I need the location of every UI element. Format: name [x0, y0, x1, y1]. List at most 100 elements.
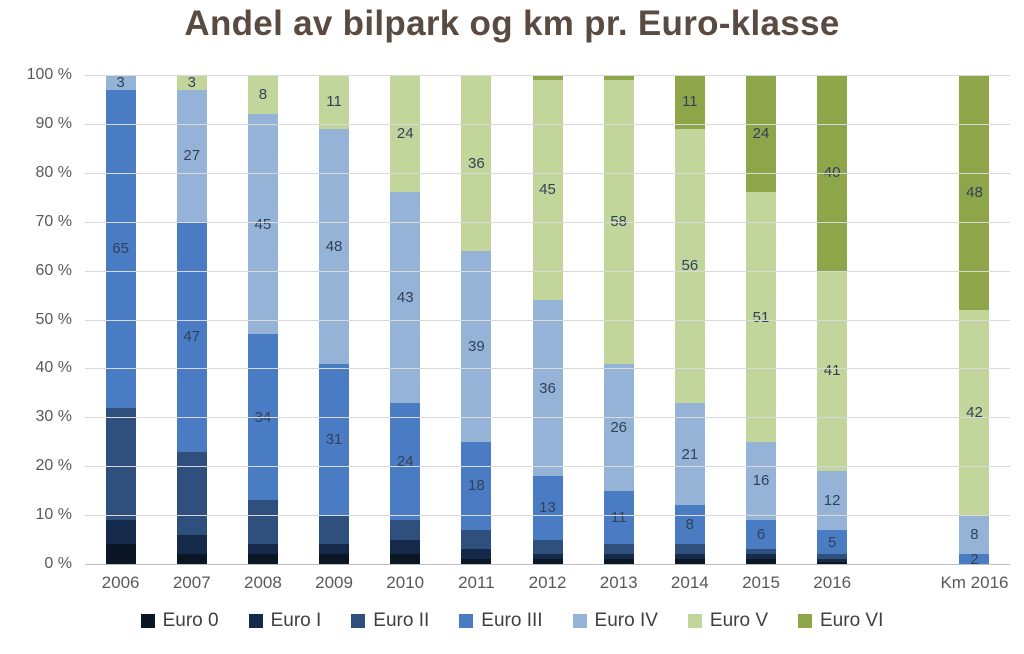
gridline-40 [85, 368, 1010, 370]
x-axis-label-2013: 2013 [599, 573, 638, 592]
gridline-10 [85, 515, 1010, 517]
bar-column-2009: 31 48 11 2009 [298, 75, 369, 592]
stacked-bar-2006: 65 3 [105, 73, 136, 564]
segment-euro-ii-2009 [319, 515, 350, 545]
segment-value-label: 36 [468, 154, 485, 172]
segment-euro-iv-2008: 45 [247, 114, 278, 335]
segment-euro-0-2016 [817, 561, 848, 564]
segment-euro-v-2007: 3 [176, 75, 207, 90]
segment-value-label: 48 [966, 183, 983, 201]
segment-euro-iii-2007: 47 [176, 221, 207, 452]
legend-item-euro-i: Euro I [248, 610, 322, 632]
legend-swatch-euro-i [248, 614, 263, 628]
legend-label: Euro IV [594, 610, 658, 631]
legend-swatch-euro-iii [459, 614, 474, 628]
segment-euro-vi-km-2016: 48 [959, 75, 990, 310]
segment-euro-ii-2013 [603, 544, 634, 555]
segment-value-label: 8 [970, 526, 979, 544]
legend-item-euro-vi: Euro VI [798, 610, 883, 632]
segment-euro-i-2007 [176, 534, 207, 555]
stacked-bar-2016: 5 12 41 40 [817, 75, 848, 564]
segment-euro-0-2013 [603, 559, 634, 564]
segment-value-label: 16 [752, 472, 770, 490]
legend-item-euro-ii: Euro II [351, 610, 429, 632]
bar-column-2007: 47 27 3 2007 [156, 75, 227, 592]
segment-euro-0-2011 [461, 559, 492, 564]
segment-euro-v-2010: 24 [390, 75, 421, 193]
gridline-100 [85, 75, 1010, 76]
segment-euro-vi-2014: 11 [674, 75, 705, 129]
segment-euro-vi-2012 [532, 75, 563, 80]
segment-euro-ii-2014 [674, 544, 705, 555]
segment-euro-0-2009 [319, 554, 350, 564]
segment-euro-iv-2012: 36 [532, 300, 563, 477]
gridline-80 [85, 172, 1010, 174]
segment-euro-vi-2013 [603, 75, 634, 80]
segment-euro-ii-2010 [390, 520, 421, 540]
segment-euro-v-2008: 8 [247, 75, 278, 115]
segment-value-label: 27 [183, 147, 201, 165]
segment-euro-0-2007 [176, 554, 207, 564]
segment-value-label: 12 [823, 491, 841, 509]
segment-value-label: 43 [396, 289, 414, 307]
segment-euro-iii-2006: 65 [105, 89, 136, 408]
gridline-20 [85, 466, 1010, 468]
segment-euro-i-2016 [817, 559, 848, 562]
segment-euro-0-2014 [674, 559, 705, 564]
stacked-bar-2007: 47 27 3 [176, 75, 207, 564]
segment-value-label: 31 [325, 430, 343, 448]
legend-item-euro-v: Euro V [687, 610, 768, 632]
y-axis-label-100: 100 % [26, 66, 72, 83]
segment-euro-iv-2016: 12 [817, 471, 848, 530]
y-axis-label-0: 0 % [44, 555, 72, 572]
segment-euro-i-2011 [461, 549, 492, 560]
segment-euro-iii-2010: 24 [390, 402, 421, 521]
y-axis-label-40: 40 % [35, 359, 72, 377]
legend-swatch-euro-0 [140, 614, 155, 628]
segment-value-label: 51 [752, 308, 770, 326]
x-axis-label-2016: 2016 [813, 573, 852, 592]
legend-label: Euro III [481, 610, 543, 631]
legend-item-euro-iii: Euro III [459, 610, 543, 632]
x-axis-label-2012: 2012 [528, 573, 567, 592]
segment-euro-v-2009: 11 [319, 75, 350, 129]
segment-euro-iv-km-2016: 8 [959, 515, 990, 555]
segment-euro-ii-2012 [532, 539, 563, 555]
segment-value-label: 24 [396, 125, 414, 143]
y-axis-label-30: 30 % [35, 408, 72, 426]
legend-item-euro-0: Euro 0 [140, 610, 219, 632]
segment-euro-i-2010 [390, 539, 421, 555]
segment-value-label: 47 [183, 328, 201, 346]
legend-swatch-euro-iv [572, 614, 587, 628]
segment-euro-iv-2013: 26 [603, 363, 634, 491]
y-axis-label-80: 80 % [35, 163, 72, 181]
segment-value-label: 3 [116, 73, 125, 91]
segment-euro-v-2014: 56 [674, 128, 705, 403]
segment-value-label: 11 [682, 93, 698, 111]
segment-euro-i-2012 [532, 554, 563, 560]
legend-label: Euro V [709, 610, 768, 631]
bar-column-2012: 13 36 45 2012 [512, 75, 583, 592]
segment-euro-0-2012 [532, 559, 563, 564]
legend: Euro 0 Euro I Euro II Euro III Euro IV Euro V… [0, 610, 1024, 632]
segment-euro-ii-2016 [817, 554, 848, 560]
segment-euro-v-2011: 36 [461, 75, 492, 252]
legend-label: Euro I [270, 610, 322, 631]
gridline-90 [85, 123, 1010, 125]
segment-euro-iv-2009: 48 [319, 128, 350, 364]
legend-swatch-euro-ii [351, 614, 366, 628]
legend-swatch-euro-vi [798, 614, 812, 628]
gridline-50 [85, 319, 1010, 321]
segment-value-label: 24 [752, 125, 770, 143]
x-axis-label-2009: 2009 [315, 573, 353, 592]
plot-area: 65 3 2006 47 27 3 2007 34 45 8 2008 31 48 11 2009 24 43 2… [85, 73, 1010, 592]
gridline-60 [85, 270, 1010, 272]
x-axis-label-2014: 2014 [670, 573, 709, 592]
segment-value-label: 45 [539, 181, 556, 199]
legend-item-euro-iv: Euro IV [572, 610, 658, 632]
segment-euro-iv-2006: 3 [105, 73, 136, 91]
stacked-bar-2015: 6 16 51 24 [745, 75, 776, 564]
segment-euro-iii-2015: 6 [745, 520, 776, 550]
segment-euro-iii-2016: 5 [817, 529, 848, 555]
